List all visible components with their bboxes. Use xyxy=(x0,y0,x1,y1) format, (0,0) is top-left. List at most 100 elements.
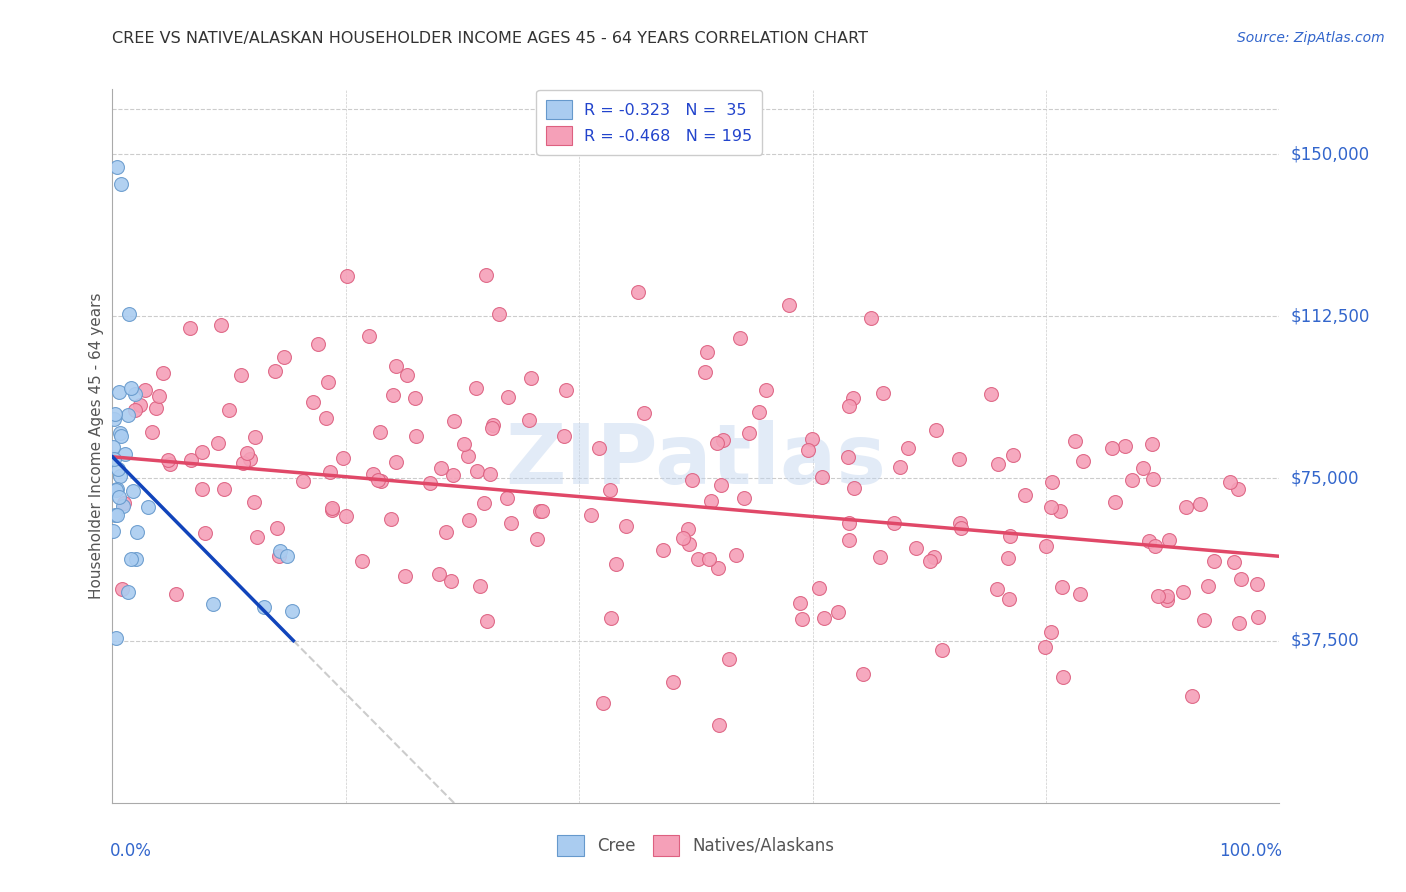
Point xyxy=(157,452,180,467)
Point xyxy=(118,307,141,321)
Point xyxy=(931,643,953,657)
Point xyxy=(827,605,849,619)
Point xyxy=(104,508,127,523)
Point xyxy=(495,491,517,506)
Point xyxy=(1033,640,1056,654)
Point xyxy=(465,380,488,394)
Point xyxy=(441,468,464,483)
Point xyxy=(229,368,252,382)
Point xyxy=(107,490,129,504)
Point xyxy=(841,392,863,406)
Point xyxy=(1189,497,1212,511)
Point xyxy=(713,433,735,447)
Point xyxy=(1173,585,1195,599)
Point xyxy=(883,516,905,530)
Point xyxy=(1035,539,1057,553)
Point xyxy=(797,442,820,457)
Point xyxy=(430,460,453,475)
Point xyxy=(453,437,475,451)
Point xyxy=(276,549,298,563)
Point xyxy=(243,430,266,444)
Point xyxy=(479,467,502,481)
Point xyxy=(733,491,755,505)
Point xyxy=(243,494,266,508)
Point xyxy=(738,426,761,441)
Point xyxy=(336,268,359,283)
Point xyxy=(1101,441,1123,455)
Point xyxy=(380,512,402,526)
Point xyxy=(394,569,416,583)
Point xyxy=(179,321,201,335)
Point xyxy=(152,366,174,380)
Point xyxy=(319,465,342,479)
Point xyxy=(104,632,127,646)
Point xyxy=(321,501,343,516)
Point xyxy=(105,482,128,496)
Point xyxy=(481,418,503,433)
Point xyxy=(651,543,673,558)
Point xyxy=(315,411,337,425)
Point xyxy=(434,524,457,539)
Point xyxy=(134,383,156,397)
Point xyxy=(117,585,139,599)
Point xyxy=(730,331,752,345)
Point xyxy=(706,436,728,450)
Point xyxy=(266,521,288,535)
Point xyxy=(477,614,499,628)
Point xyxy=(472,496,495,510)
Point xyxy=(1040,625,1063,640)
Point xyxy=(108,468,131,483)
Point xyxy=(141,425,163,440)
Point xyxy=(145,401,167,416)
Point xyxy=(1143,539,1166,553)
Point xyxy=(997,550,1019,565)
Point xyxy=(924,423,946,437)
Point xyxy=(498,390,520,404)
Text: CREE VS NATIVE/ALASKAN HOUSEHOLDER INCOME AGES 45 - 64 YEARS CORRELATION CHART: CREE VS NATIVE/ALASKAN HOUSEHOLDER INCOM… xyxy=(112,31,869,46)
Point xyxy=(599,483,621,497)
Point xyxy=(859,311,883,326)
Point xyxy=(111,582,134,596)
Point xyxy=(253,600,276,615)
Point xyxy=(980,387,1002,401)
Point xyxy=(693,365,716,379)
Point xyxy=(404,391,426,405)
Point xyxy=(517,412,540,426)
Point xyxy=(124,387,146,401)
Point xyxy=(987,457,1010,471)
Point xyxy=(440,574,463,588)
Point xyxy=(838,399,860,413)
Point xyxy=(1147,589,1170,603)
Point xyxy=(105,508,128,523)
Point xyxy=(302,395,325,409)
Point xyxy=(922,550,945,565)
Point xyxy=(949,516,972,530)
Text: ZIPatlas: ZIPatlas xyxy=(506,420,886,500)
Point xyxy=(837,450,859,464)
Point xyxy=(852,667,875,681)
Point xyxy=(269,543,291,558)
Point xyxy=(385,455,408,469)
Point xyxy=(1175,500,1198,515)
Point xyxy=(1192,613,1215,627)
Point xyxy=(112,496,135,510)
Point xyxy=(212,482,235,496)
Point xyxy=(1121,473,1143,487)
Point xyxy=(382,388,405,402)
Point xyxy=(1142,472,1164,486)
Point xyxy=(1156,589,1178,603)
Point xyxy=(696,345,718,359)
Point xyxy=(117,408,139,422)
Point xyxy=(1104,495,1126,509)
Point xyxy=(350,554,373,568)
Point xyxy=(1050,580,1073,594)
Point xyxy=(101,524,124,538)
Point xyxy=(1064,434,1087,448)
Text: 0.0%: 0.0% xyxy=(110,842,152,860)
Point xyxy=(725,548,748,562)
Point xyxy=(127,524,149,539)
Point xyxy=(530,504,553,518)
Point xyxy=(697,552,720,566)
Point xyxy=(1014,488,1036,502)
Point xyxy=(1040,475,1063,490)
